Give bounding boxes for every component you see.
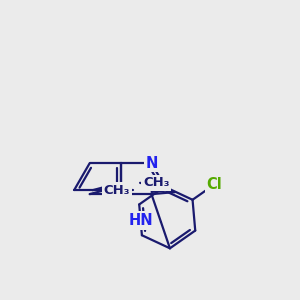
Text: Cl: Cl [206,177,222,192]
Text: CH₃: CH₃ [103,184,130,196]
Text: HN: HN [129,213,154,228]
Text: CH₃: CH₃ [143,176,170,189]
Text: N: N [145,156,158,171]
